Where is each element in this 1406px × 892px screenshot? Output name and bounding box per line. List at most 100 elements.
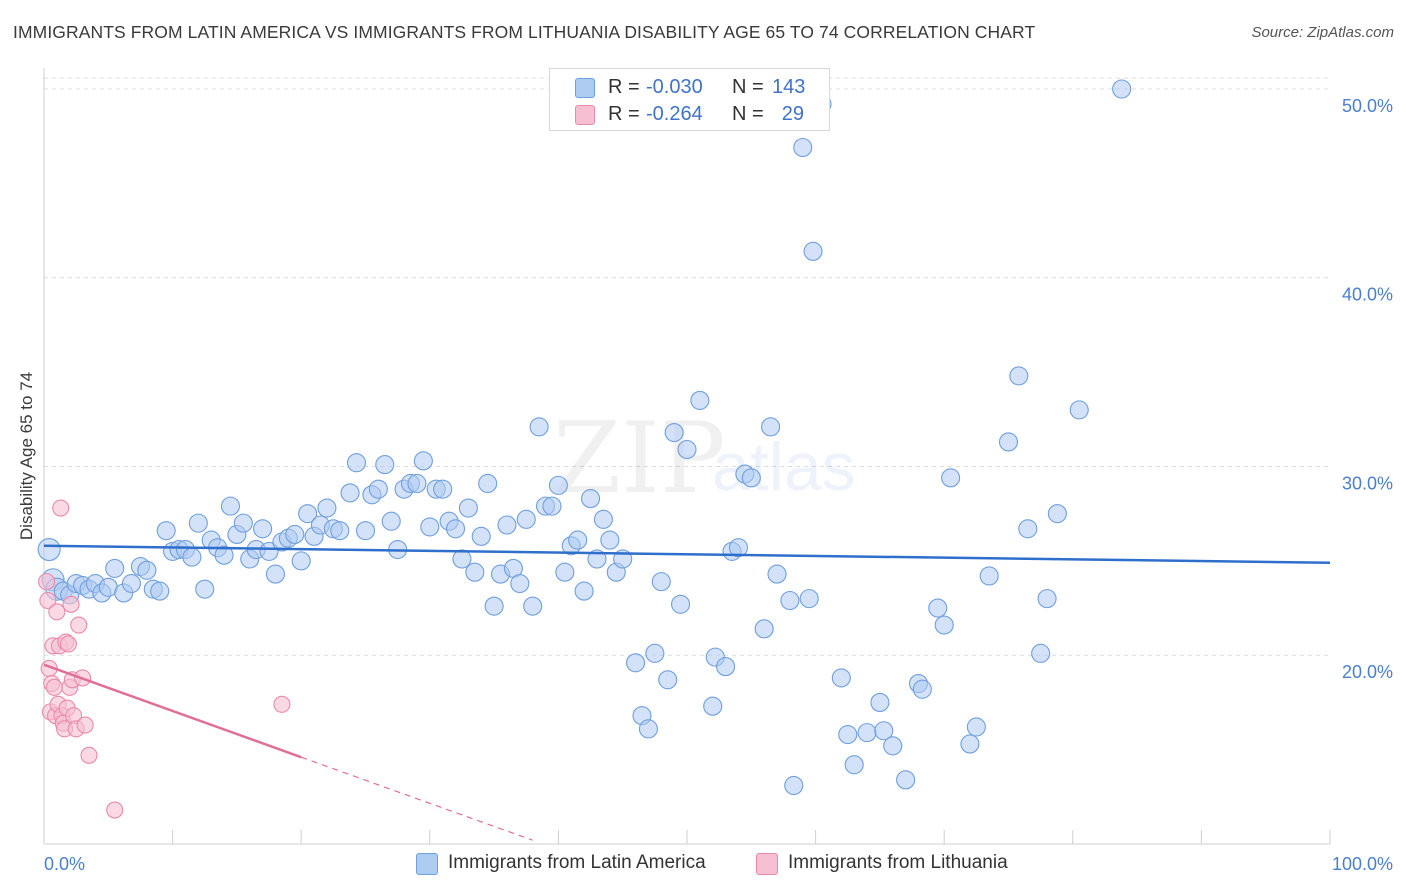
trend-line-latin-america bbox=[43, 544, 1331, 565]
scatter-point-latin-america bbox=[465, 562, 485, 582]
scatter-point-lithuania bbox=[52, 499, 70, 517]
scatter-point-latin-america bbox=[355, 521, 376, 541]
scatter-point-lithuania bbox=[80, 746, 98, 764]
scatter-point-latin-america bbox=[799, 589, 819, 609]
scatter-point-latin-america bbox=[928, 598, 948, 618]
scatter-point-latin-america bbox=[960, 734, 980, 754]
scatter-point-latin-america bbox=[767, 564, 787, 584]
blue-swatch bbox=[575, 78, 595, 98]
scatter-point-latin-america bbox=[420, 517, 440, 537]
scatter-point-latin-america bbox=[375, 455, 395, 475]
scatter-point-latin-america bbox=[671, 594, 691, 614]
scatter-point-latin-america bbox=[1037, 589, 1057, 609]
stats-row-latin-america: R = -0.030 N = 143 bbox=[550, 74, 829, 100]
scatter-point-latin-america bbox=[381, 511, 401, 531]
scatter-point-latin-america bbox=[265, 564, 286, 584]
scatter-point-latin-america bbox=[998, 432, 1019, 452]
scatter-point-latin-america bbox=[966, 717, 986, 737]
scatter-point-latin-america bbox=[677, 439, 697, 460]
pink-swatch bbox=[575, 105, 595, 125]
scatter-point-latin-america bbox=[317, 498, 337, 518]
stats-legend: R = -0.030 N = 143 R = -0.264 N = 29 bbox=[549, 68, 830, 131]
scatter-point-lithuania bbox=[76, 716, 94, 734]
scatter-point-latin-america bbox=[741, 468, 761, 488]
scatter-point-latin-america bbox=[664, 422, 684, 443]
scatter-point-latin-america bbox=[182, 547, 202, 567]
scatter-point-latin-america bbox=[555, 562, 575, 582]
n-label: N = bbox=[732, 103, 764, 125]
scatter-point-latin-america bbox=[874, 721, 894, 741]
scatter-point-latin-america bbox=[831, 668, 851, 688]
scatter-point-lithuania bbox=[70, 616, 88, 634]
scatter-point-latin-america bbox=[1047, 504, 1067, 524]
scatter-point-latin-america bbox=[568, 530, 588, 550]
scatter-point-latin-america bbox=[340, 483, 360, 503]
scatter-point-latin-america bbox=[912, 679, 932, 699]
scatter-point-latin-america bbox=[121, 573, 141, 594]
scatter-point-lithuania bbox=[62, 595, 80, 613]
scatter-point-latin-america bbox=[793, 137, 813, 158]
scatter-point-latin-america bbox=[1009, 366, 1029, 386]
scatter-point-latin-america bbox=[1018, 519, 1038, 539]
series-lithuania-points bbox=[38, 499, 291, 819]
x-tick-label: 0.0% bbox=[44, 854, 85, 874]
axis-labels: 20.0% 30.0% 40.0% 50.0% 0.0% 100.0% Disability… bbox=[17, 96, 1393, 874]
blue-swatch bbox=[416, 853, 438, 875]
series-latin-america-points bbox=[37, 79, 1132, 796]
scatter-point-latin-america bbox=[716, 657, 736, 677]
scatter-point-latin-america bbox=[478, 473, 498, 494]
scatter-point-latin-america bbox=[548, 475, 568, 495]
y-tick-label: 40.0% bbox=[1342, 285, 1393, 305]
scatter-point-latin-america bbox=[346, 453, 367, 473]
scatter-point-latin-america bbox=[413, 451, 433, 471]
y-axis-label: Disability Age 65 to 74 bbox=[17, 372, 36, 540]
scatter-point-latin-america bbox=[896, 770, 916, 790]
scatter-point-latin-america bbox=[523, 596, 543, 616]
scatter-point-latin-america bbox=[587, 549, 607, 569]
scatter-point-latin-america bbox=[784, 775, 804, 796]
scatter-point-latin-america bbox=[471, 526, 491, 546]
scatter-point-latin-america bbox=[291, 551, 311, 571]
scatter-point-latin-america bbox=[233, 513, 253, 533]
scatter-point-latin-america bbox=[529, 417, 549, 437]
grid-lines bbox=[44, 77, 1330, 656]
scatter-point-latin-america bbox=[838, 724, 858, 745]
watermark-zip: ZIP bbox=[553, 402, 726, 516]
x-tick-label: 100.0% bbox=[1332, 854, 1393, 874]
trend-line-lithuania-extension bbox=[300, 756, 533, 841]
scatter-point-latin-america bbox=[105, 558, 125, 578]
legend-label: Immigrants from Latin America bbox=[448, 852, 706, 873]
scatter-point-latin-america bbox=[330, 521, 350, 541]
scatter-point-latin-america bbox=[516, 509, 536, 529]
r-value: -0.030 bbox=[646, 76, 703, 98]
scatter-point-latin-america bbox=[651, 572, 671, 592]
y-tick-label: 50.0% bbox=[1342, 96, 1393, 116]
source-credit: Source: ZipAtlas.com bbox=[1251, 24, 1394, 41]
scatter-point-latin-america bbox=[542, 496, 562, 516]
legend-label: Immigrants from Lithuania bbox=[788, 852, 1008, 873]
scatter-point-lithuania bbox=[59, 635, 77, 653]
scatter-point-latin-america bbox=[979, 566, 999, 586]
scatter-point-latin-america bbox=[857, 723, 877, 743]
scatter-point-latin-america bbox=[452, 549, 472, 569]
scatter-point-lithuania bbox=[39, 591, 57, 610]
n-label: N = bbox=[732, 76, 764, 98]
scatter-point-latin-america bbox=[137, 560, 157, 580]
r-value: -0.264 bbox=[646, 103, 703, 125]
series-legend: Immigrants from Latin America Immigrants… bbox=[0, 852, 1406, 878]
scatter-point-latin-america bbox=[407, 473, 427, 494]
scatter-point-latin-america bbox=[1069, 400, 1089, 420]
scatter-point-latin-america bbox=[188, 513, 208, 533]
scatter-point-latin-america bbox=[728, 538, 748, 558]
scatter-point-lithuania bbox=[48, 603, 66, 621]
scatter-point-latin-america bbox=[626, 653, 646, 673]
scatter-point-latin-america bbox=[37, 537, 61, 562]
scatter-point-latin-america bbox=[761, 417, 781, 437]
scatter-point-latin-america bbox=[259, 541, 279, 561]
chart-title: IMMIGRANTS FROM LATIN AMERICA VS IMMIGRA… bbox=[13, 22, 1036, 42]
scatter-point-latin-america bbox=[298, 504, 318, 524]
trend-line-lithuania bbox=[43, 663, 302, 759]
scatter-point-latin-america bbox=[433, 479, 453, 499]
scatter-point-latin-america bbox=[870, 692, 890, 712]
